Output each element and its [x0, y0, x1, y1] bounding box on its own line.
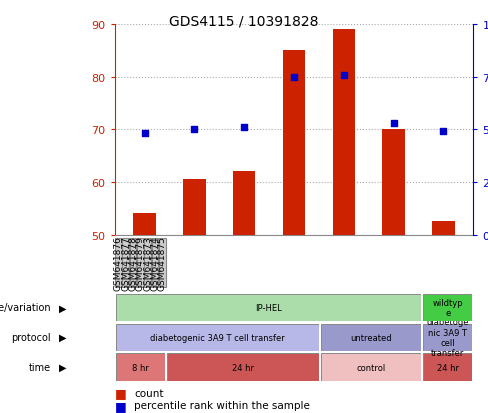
Text: GSM641879: GSM641879 [136, 235, 145, 290]
Bar [152, 238, 158, 287]
Text: 24 hr: 24 hr [232, 363, 254, 372]
Text: diabetoge
nic 3A9 T
cell
transfer: diabetoge nic 3A9 T cell transfer [427, 317, 469, 358]
Bar [144, 238, 151, 287]
Bar [432, 222, 455, 235]
Bar [383, 130, 405, 235]
Text: ▶: ▶ [59, 362, 66, 372]
Bar [133, 214, 156, 235]
Text: GSM641875: GSM641875 [158, 235, 167, 290]
Text: 8 hr: 8 hr [132, 363, 149, 372]
Text: diabetogenic 3A9 T cell transfer: diabetogenic 3A9 T cell transfer [150, 333, 285, 342]
Text: GSM641874: GSM641874 [150, 235, 160, 290]
Point [240, 124, 248, 131]
Text: ■: ■ [115, 399, 126, 412]
Text: GDS4115 / 10391828: GDS4115 / 10391828 [169, 14, 319, 28]
Bar [115, 238, 122, 287]
Bar [137, 238, 143, 287]
Point [440, 129, 447, 135]
Text: IP-HEL: IP-HEL [255, 303, 282, 312]
Text: GSM641876: GSM641876 [114, 235, 123, 290]
Text: wildtyp
e: wildtyp e [432, 298, 463, 317]
Text: time: time [29, 362, 51, 372]
Text: ▶: ▶ [59, 303, 66, 313]
Bar [130, 238, 136, 287]
Point [190, 127, 198, 133]
Text: GSM641878: GSM641878 [128, 235, 138, 290]
Bar [183, 180, 205, 235]
Text: 24 hr: 24 hr [437, 363, 459, 372]
Bar [283, 51, 305, 235]
Bar [233, 172, 255, 235]
Point [340, 73, 348, 80]
Point [390, 120, 398, 127]
Text: ■: ■ [115, 387, 126, 399]
Text: GSM641873: GSM641873 [143, 235, 152, 290]
Bar [333, 30, 355, 235]
Text: protocol: protocol [12, 332, 51, 342]
Text: genotype/variation: genotype/variation [0, 303, 51, 313]
Point [141, 131, 148, 138]
Text: percentile rank within the sample: percentile rank within the sample [134, 400, 310, 410]
Bar [159, 238, 165, 287]
Text: GSM641877: GSM641877 [121, 235, 130, 290]
Bar [122, 238, 129, 287]
Point [290, 74, 298, 81]
Text: control: control [356, 363, 386, 372]
Text: count: count [134, 388, 163, 398]
Text: untreated: untreated [350, 333, 392, 342]
Text: ▶: ▶ [59, 332, 66, 342]
